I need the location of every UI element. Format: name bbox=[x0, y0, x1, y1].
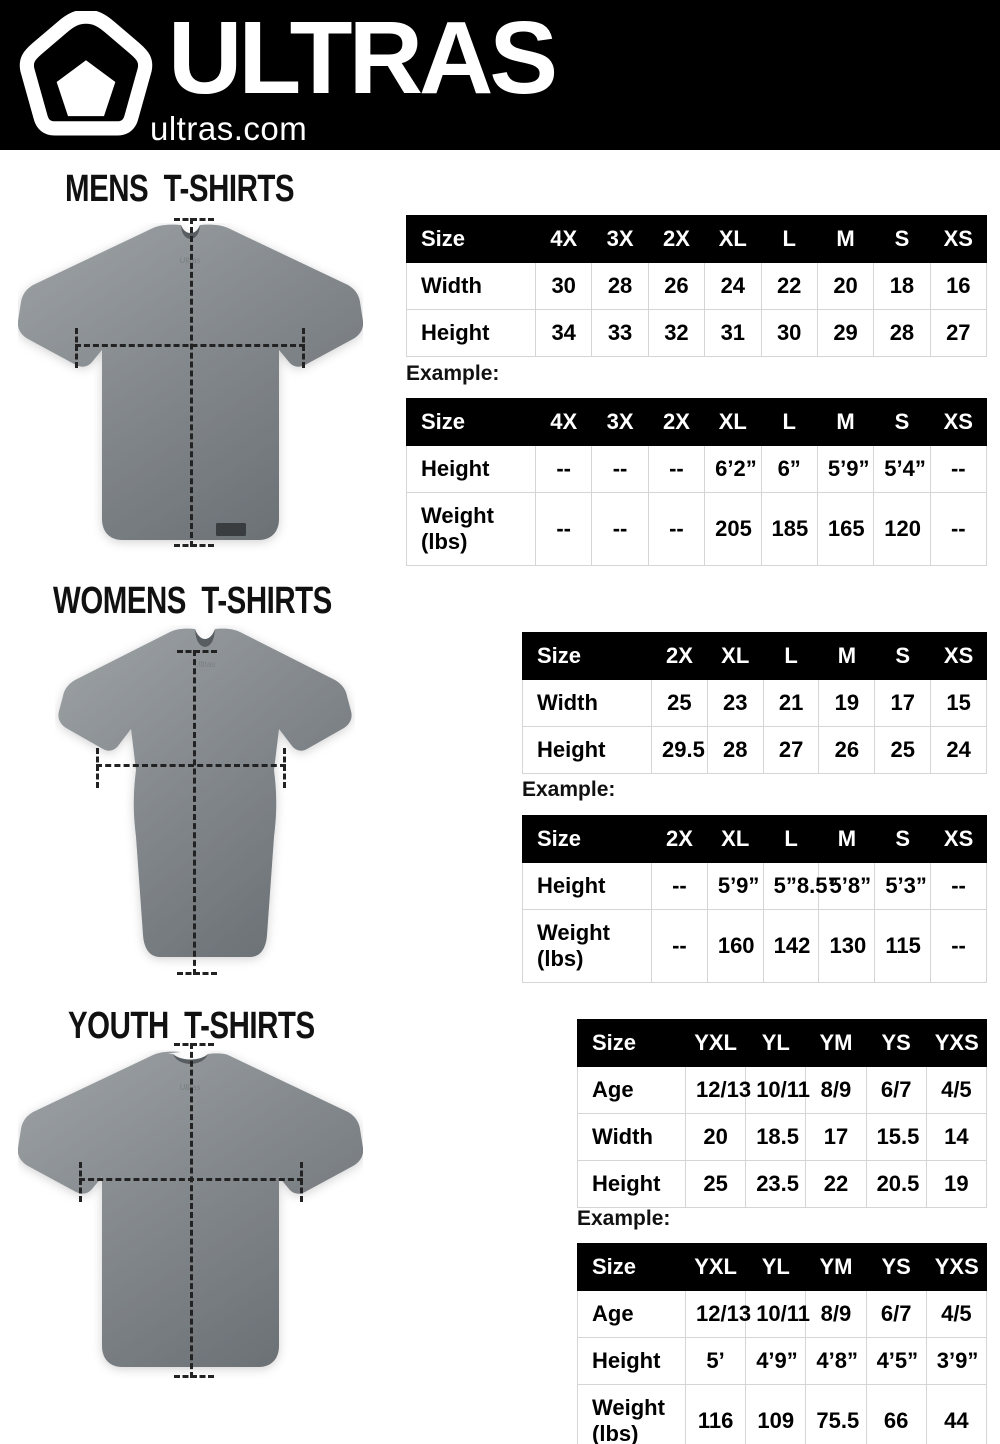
svg-text:Ultras: Ultras bbox=[195, 660, 216, 669]
